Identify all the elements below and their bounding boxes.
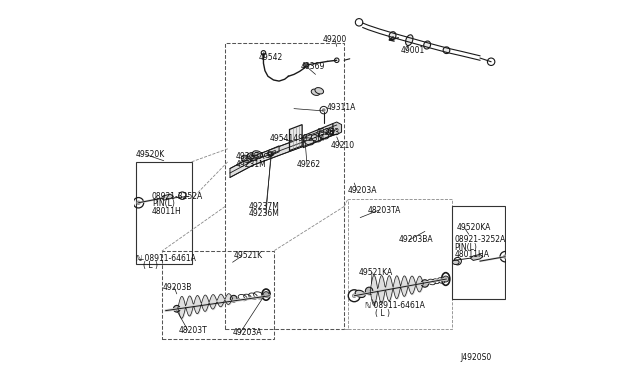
Text: ( L ): ( L ) [375,309,390,318]
Circle shape [365,287,373,295]
Text: 49203BA: 49203BA [399,235,433,244]
Text: 49236M: 49236M [248,209,280,218]
Polygon shape [269,146,279,156]
Ellipse shape [315,87,324,94]
Text: 49311A: 49311A [326,103,356,112]
Text: J4920S0: J4920S0 [461,353,492,362]
Text: 49262: 49262 [297,160,321,169]
Text: ℕ 08911-6461A: ℕ 08911-6461A [136,254,196,263]
Text: 48011H: 48011H [152,207,182,216]
Polygon shape [333,122,342,135]
Text: 08921-3252A: 08921-3252A [454,235,506,244]
Text: 48203TA: 48203TA [367,206,401,215]
Polygon shape [271,150,275,155]
Text: 49210: 49210 [330,141,355,150]
Ellipse shape [424,41,431,49]
Text: 49203B: 49203B [163,283,193,292]
Text: 49001: 49001 [401,46,426,55]
Polygon shape [230,125,337,177]
Ellipse shape [452,260,459,264]
Circle shape [173,305,180,312]
Ellipse shape [241,155,252,163]
Circle shape [263,292,269,298]
Polygon shape [161,194,173,200]
Text: PIN(L): PIN(L) [454,243,477,252]
Ellipse shape [247,153,257,160]
Text: ℕ 08911-6461A: ℕ 08911-6461A [365,301,425,310]
Text: 49369: 49369 [301,62,325,71]
Text: 4954149323M: 4954149323M [270,134,325,143]
Ellipse shape [355,290,365,298]
Circle shape [136,201,141,205]
Text: PIN(L): PIN(L) [152,199,175,208]
Text: 49520KA: 49520KA [457,223,492,232]
Ellipse shape [406,35,413,45]
Text: 49200: 49200 [323,35,348,44]
Circle shape [503,254,508,259]
Text: 49231M: 49231M [235,160,266,169]
Circle shape [352,294,356,298]
Text: ( L ): ( L ) [143,262,158,270]
Text: 49203A: 49203A [348,186,378,195]
Text: 08921-3252A: 08921-3252A [152,192,203,201]
Text: 49521K: 49521K [234,251,263,260]
Text: 48203T: 48203T [179,326,207,335]
Text: 49520K: 49520K [136,150,165,159]
Circle shape [421,280,429,287]
Ellipse shape [252,151,262,158]
Text: 49521KA: 49521KA [359,268,394,277]
Polygon shape [289,125,302,151]
Text: 49233A: 49233A [235,153,265,161]
Circle shape [322,108,326,112]
Text: 49263: 49263 [316,128,340,137]
Circle shape [443,276,449,282]
Text: 49542: 49542 [259,53,283,62]
Ellipse shape [311,89,320,96]
Ellipse shape [443,47,450,54]
Polygon shape [303,124,333,148]
Text: 49203A: 49203A [232,328,262,337]
Text: 49237M: 49237M [248,202,280,211]
Ellipse shape [389,32,396,40]
Circle shape [230,295,237,302]
Polygon shape [470,254,483,260]
Text: 48011HA: 48011HA [454,250,490,259]
